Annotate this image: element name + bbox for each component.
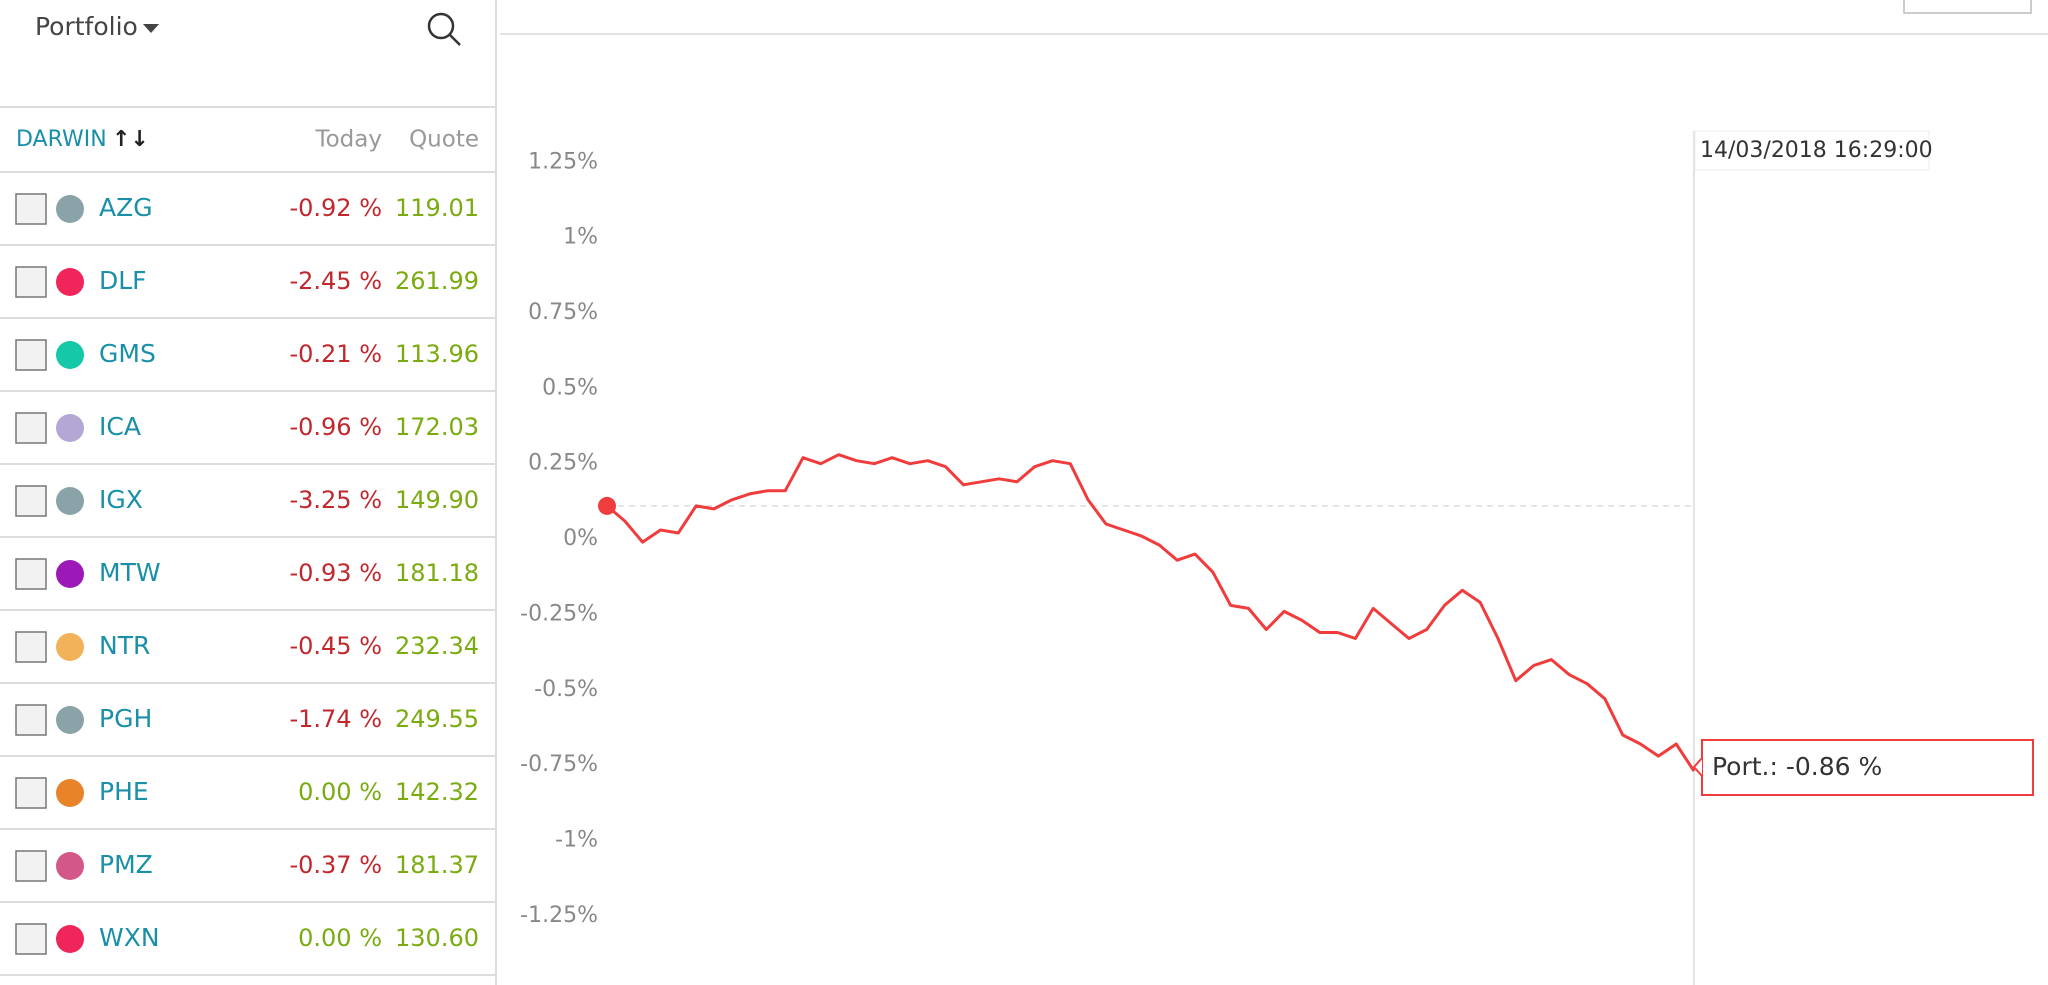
y-tick-label: -1%: [555, 827, 598, 852]
darwin-list: AZG -0.92 % 119.01 DLF -2.45 % 261.99 GMS -0.21…: [0, 193, 496, 976]
color-dot: [56, 633, 84, 661]
today-change: -0.92 %: [289, 194, 382, 222]
portfolio-selector[interactable]: Portfolio: [35, 12, 138, 41]
quote: 232.34: [395, 632, 479, 660]
y-tick-label: -0.25%: [520, 601, 598, 626]
start-point: [598, 496, 616, 515]
color-dot: [56, 268, 84, 296]
darwin-name[interactable]: DLF: [99, 266, 147, 295]
y-tick-label: 0%: [563, 526, 598, 551]
checkbox[interactable]: [15, 193, 47, 225]
color-dot: [56, 487, 84, 515]
today-change: -0.21 %: [289, 340, 382, 368]
quote: 130.60: [395, 924, 479, 952]
quote: 261.99: [395, 267, 479, 295]
chart: 1.25% 1% 0.75% 0.5% 0.25% 0% -0.25% -0.5% -0.75%…: [520, 130, 2034, 985]
checkbox[interactable]: [15, 266, 47, 298]
y-tick-label: 0.75%: [528, 300, 598, 325]
y-tick-label: 1.25%: [528, 149, 598, 174]
quote: 172.03: [395, 413, 479, 441]
y-tick-label: -0.5%: [534, 677, 598, 702]
color-dot: [56, 195, 84, 223]
y-tick-label: 0.25%: [528, 451, 598, 476]
darwin-name[interactable]: GMS: [99, 339, 156, 368]
darwin-name[interactable]: WXN: [99, 923, 160, 952]
today-change: -3.25 %: [289, 486, 382, 514]
checkbox[interactable]: [15, 631, 47, 663]
color-dot: [56, 560, 84, 588]
darwin-name[interactable]: ICA: [99, 412, 141, 441]
checkbox[interactable]: [15, 485, 47, 517]
checkbox[interactable]: [15, 777, 47, 809]
tooltip-box: [1694, 130, 1930, 171]
y-tick-label: -1.25%: [520, 903, 598, 928]
annotation-label: Port.: -0.86 %: [1712, 752, 1882, 781]
portfolio-line: [606, 453, 1696, 772]
color-dot: [56, 414, 84, 442]
color-dot: [56, 706, 84, 734]
checkbox[interactable]: [15, 558, 47, 590]
search-icon[interactable]: [427, 12, 461, 46]
today-change: -2.45 %: [289, 267, 382, 295]
quote: 119.01: [395, 194, 479, 222]
column-today[interactable]: Today: [314, 127, 382, 153]
today-change: 0.00 %: [298, 924, 382, 952]
column-quote[interactable]: Quote: [409, 127, 479, 153]
today-change: -0.45 %: [289, 632, 382, 660]
quote: 249.55: [395, 705, 479, 733]
quote: 181.18: [395, 559, 479, 587]
quote: 142.32: [395, 778, 479, 806]
checkbox[interactable]: [15, 923, 47, 955]
tooltip-date: 14/03/2018 16:29:00: [1700, 138, 1933, 163]
color-dot: [56, 852, 84, 880]
toolbar-button[interactable]: [1903, 0, 2032, 14]
darwin-name[interactable]: NTR: [99, 631, 150, 660]
checkbox[interactable]: [15, 339, 47, 371]
darwin-name[interactable]: PGH: [99, 704, 152, 733]
darwin-name[interactable]: IGX: [99, 485, 143, 514]
column-darwin[interactable]: DARWIN: [16, 127, 107, 152]
color-dot: [56, 925, 84, 953]
y-tick-label: 1%: [563, 225, 598, 250]
today-change: -1.74 %: [289, 705, 382, 733]
checkbox[interactable]: [15, 850, 47, 882]
darwin-name[interactable]: MTW: [99, 558, 161, 587]
darwin-name[interactable]: PHE: [99, 777, 149, 806]
today-change: 0.00 %: [298, 778, 382, 806]
checkbox[interactable]: [15, 704, 47, 736]
color-dot: [56, 779, 84, 807]
checkbox[interactable]: [15, 412, 47, 444]
y-tick-label: -0.75%: [520, 752, 598, 777]
darwin-name[interactable]: AZG: [99, 193, 153, 222]
today-change: -0.96 %: [289, 413, 382, 441]
dropdown-arrow[interactable]: [143, 24, 159, 33]
sort-icon[interactable]: ↑↓: [112, 127, 149, 152]
annotation-pointer: [1692, 757, 1703, 777]
today-change: -0.93 %: [289, 559, 382, 587]
quote: 149.90: [395, 486, 479, 514]
darwin-name[interactable]: PMZ: [99, 850, 153, 879]
quote: 181.37: [395, 851, 479, 879]
color-dot: [56, 341, 84, 369]
today-change: -0.37 %: [289, 851, 382, 879]
quote: 113.96: [395, 340, 479, 368]
y-tick-label: 0.5%: [542, 375, 598, 400]
